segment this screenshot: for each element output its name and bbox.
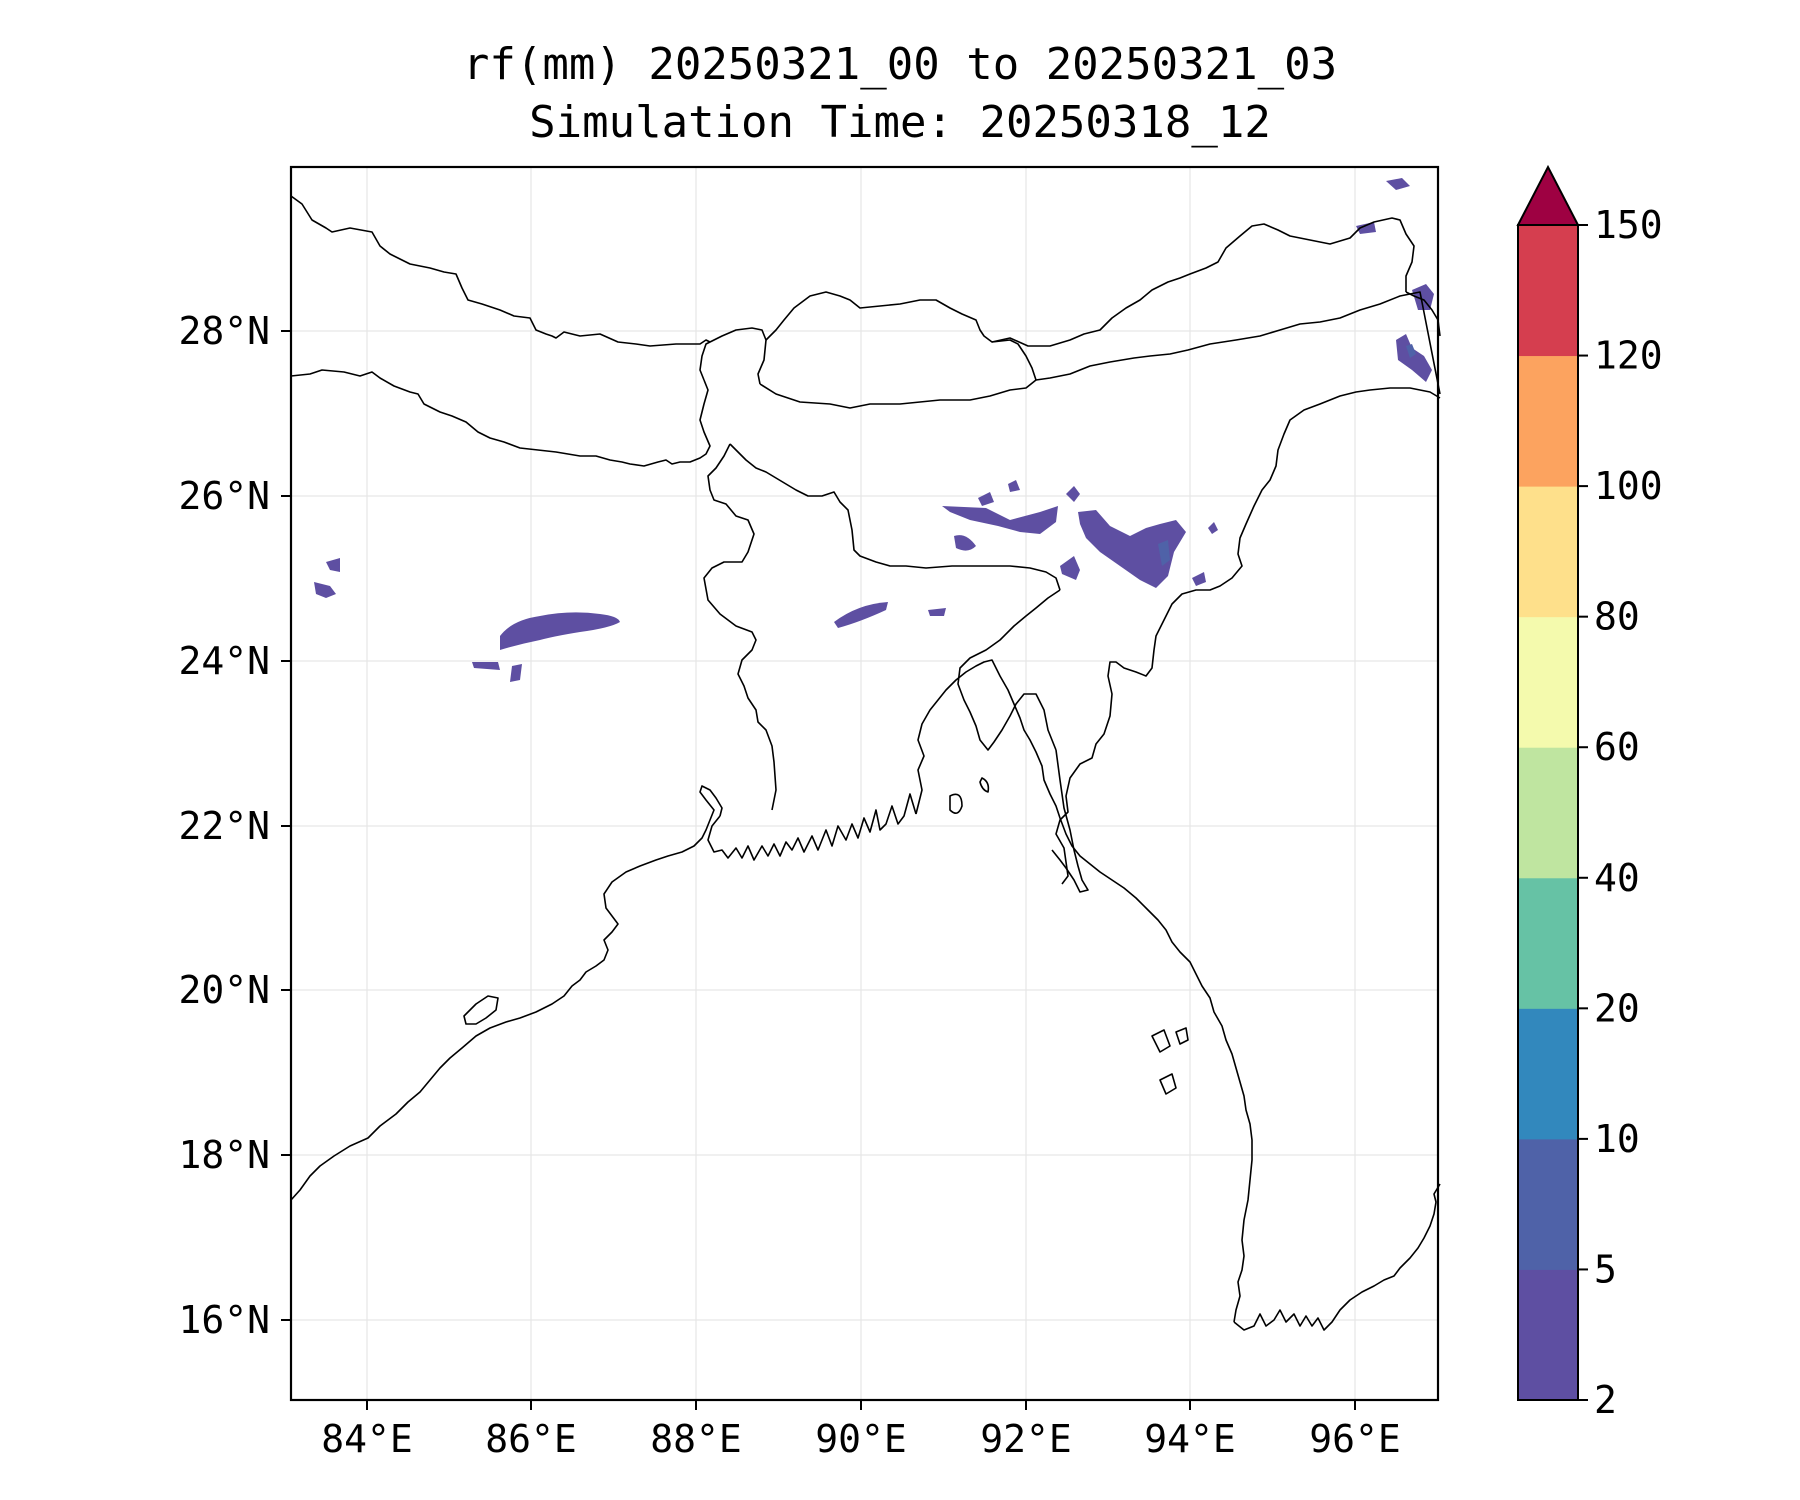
colorbar-segment [1518,616,1578,748]
colorbar-segment [1518,877,1578,1009]
border-bangladesh-tripura [957,589,1061,751]
colorbar-ticks: 2 5 10 20 40 60 80 100 120 150 [1578,203,1663,1422]
y-tick-label: 16°N [178,1298,270,1342]
island-cheduba [1151,1029,1171,1053]
rain-patch-small-west-2 [510,664,522,682]
colorbar-tick-label: 60 [1594,725,1640,769]
colorbar-tick-label: 100 [1594,464,1663,508]
border-bangladesh-india-west [703,443,777,811]
island-chilika [463,995,499,1025]
rain-patch-barak [1078,510,1186,588]
x-tick-label: 88°E [650,1417,742,1461]
rain-patch-arunachal-4 [1396,334,1432,382]
gridlines [291,167,1438,1400]
coastlines-and-borders [290,195,1441,1331]
island-myanmar-small [1175,1027,1189,1045]
title-line-1: rf(mm) 20250321_00 to 20250321_03 [462,39,1338,90]
rain-core-arunachal [1406,344,1416,358]
rain-patch-arunachal-1 [1386,178,1410,190]
border-nepal-china [290,195,711,347]
y-tick-label: 22°N [178,804,270,848]
colorbar-tick-label: 20 [1594,986,1640,1030]
colorbar-tick-label: 120 [1594,334,1663,378]
border-bhutan [759,291,1037,409]
colorbar-segment [1518,486,1578,618]
x-tick-label: 84°E [321,1417,413,1461]
colorbar-tick-label: 150 [1594,203,1663,247]
rain-patch-far-west-2 [326,558,340,572]
rainfall-cores [1158,344,1416,566]
rain-patch-meghalaya-small-2 [978,492,994,506]
coast-bengal-west [290,785,723,1201]
colorbar-segment [1518,1138,1578,1270]
colorbar-segment [1518,1008,1578,1140]
map-title: rf(mm) 20250321_00 to 20250321_03 Simula… [0,36,1800,152]
x-tick-label: 94°E [1144,1417,1236,1461]
rain-patch-meghalaya-small-3 [1008,480,1020,492]
tick-marks [281,330,1356,1410]
rain-patch-meghalaya-small-1 [954,535,976,551]
rain-core-barak [1158,540,1170,566]
border-india-myanmar [1055,387,1441,885]
rain-patch-cachar [1066,486,1080,502]
rain-patch-arunachal-2 [1356,222,1376,234]
y-tick-label: 18°N [178,1133,270,1177]
border-sikkim [699,327,767,385]
colorbar: 2 5 10 20 40 60 80 100 120 150 [1516,164,1663,1422]
colorbar-segment [1518,355,1578,487]
rain-patch-far-west [314,582,336,598]
colorbar-tick-label: 80 [1594,595,1640,639]
x-tick-label: 90°E [815,1417,907,1461]
colorbar-extend-arrow [1516,164,1580,226]
rain-patch-arunachal-3 [1412,284,1434,310]
title-line-2: Simulation Time: 20250318_12 [529,97,1271,148]
x-tick-label: 96°E [1309,1417,1401,1461]
island-hatiya [949,793,963,814]
colorbar-tick-label: 2 [1594,1378,1617,1422]
colorbar-segments [1518,225,1578,1401]
rain-patch-east-small [1208,522,1218,534]
y-tick-label: 24°N [178,639,270,683]
x-axis-labels: 84°E 86°E 88°E 90°E 92°E 94°E 96°E [321,1417,1401,1461]
rain-patch-west-bengal-plateau [500,612,620,650]
rain-patch-manipur-small [1192,572,1206,586]
colorbar-tick-label: 40 [1594,856,1640,900]
rain-patch-small-west [472,662,500,670]
y-axis-labels: 16°N 18°N 20°N 22°N 24°N 26°N 28°N [178,309,270,1342]
colorbar-tick-label: 10 [1594,1117,1640,1161]
colorbar-segment [1518,225,1578,357]
x-tick-label: 86°E [485,1417,577,1461]
rain-patch-barak-west [1060,556,1080,580]
rain-patch-meghalaya-north [942,506,1058,534]
island-ramree [1159,1073,1177,1095]
colorbar-frame [1517,224,1579,1401]
colorbar-tick-label: 5 [1594,1247,1617,1291]
coast-bangladesh-east [915,659,1253,1323]
border-arunachal-assam [1035,291,1441,395]
rain-patch-central-bangladesh [834,602,888,628]
coast-myanmar-delta [1233,1183,1441,1331]
border-bangladesh-myanmar [1051,749,1089,893]
border-arunachal-china [991,217,1415,347]
x-tick-label: 92°E [980,1417,1072,1461]
coast-sundarbans [707,793,917,861]
map-frame [289,165,1440,1402]
island-bhola [979,777,990,793]
colorbar-segment [1518,1269,1578,1401]
rain-patch-central-small [928,608,946,616]
y-tick-label: 20°N [178,968,270,1012]
rainfall-areas [314,178,1434,682]
y-tick-label: 28°N [178,309,270,353]
border-bangladesh-meghalaya [729,443,1061,591]
border-nepal-india [290,369,711,467]
y-tick-label: 26°N [178,474,270,518]
colorbar-segment [1518,747,1578,879]
